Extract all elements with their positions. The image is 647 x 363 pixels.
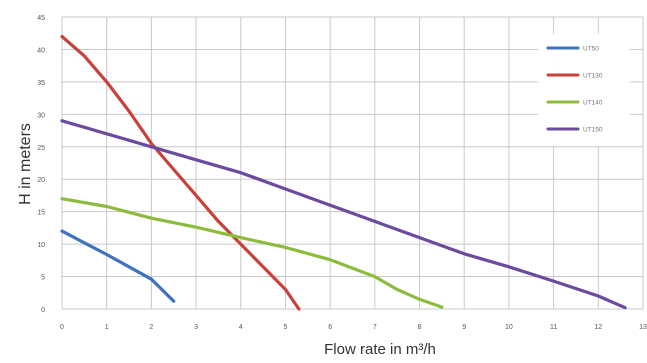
series-line-ut150	[60, 119, 627, 310]
y-tick-label: 15	[37, 210, 45, 217]
x-tick-label: 1	[105, 324, 109, 331]
x-tick-label: 12	[594, 324, 602, 331]
legend-box	[538, 34, 630, 146]
y-tick-label: 40	[37, 47, 45, 54]
x-tick-label: 3	[194, 324, 198, 331]
y-tick-label: 35	[37, 80, 45, 87]
y-tick-label: 10	[37, 242, 45, 249]
y-tick-label: 0	[41, 307, 45, 314]
x-tick-label: 5	[284, 324, 288, 331]
legend-label-ut140: UT140	[583, 100, 603, 107]
y-tick-label: 30	[37, 112, 45, 119]
y-tick-label: 45	[37, 15, 45, 22]
series-line-ut50	[60, 229, 176, 303]
series-lines	[60, 34, 627, 311]
x-tick-label: 9	[462, 324, 466, 331]
legend-label-ut50: UT50	[583, 46, 599, 53]
x-tick-label: 4	[239, 324, 243, 331]
x-tick-label: 2	[149, 324, 153, 331]
x-tick-label: 7	[373, 324, 377, 331]
x-tick-label: 11	[550, 324, 557, 331]
legend: UT50 UT130 UT140 UT150	[538, 34, 630, 146]
y-tick-label: 25	[37, 145, 45, 152]
series-line-ut130	[60, 34, 301, 311]
x-tick-label: 10	[505, 324, 513, 331]
x-tick-label: 8	[418, 324, 422, 331]
y-tick-label: 5	[41, 275, 45, 282]
y-axis-title: H in meters	[17, 123, 34, 205]
x-axis-title: Flow rate in m³/h	[324, 341, 436, 358]
legend-label-ut150: UT150	[583, 127, 603, 134]
series-line-ut140	[60, 197, 444, 309]
x-tick-label: 13	[639, 324, 647, 331]
x-tick-label: 6	[328, 324, 332, 331]
legend-label-ut130: UT130	[583, 73, 603, 80]
y-tick-label: 20	[37, 177, 45, 184]
x-tick-label: 0	[60, 324, 64, 331]
